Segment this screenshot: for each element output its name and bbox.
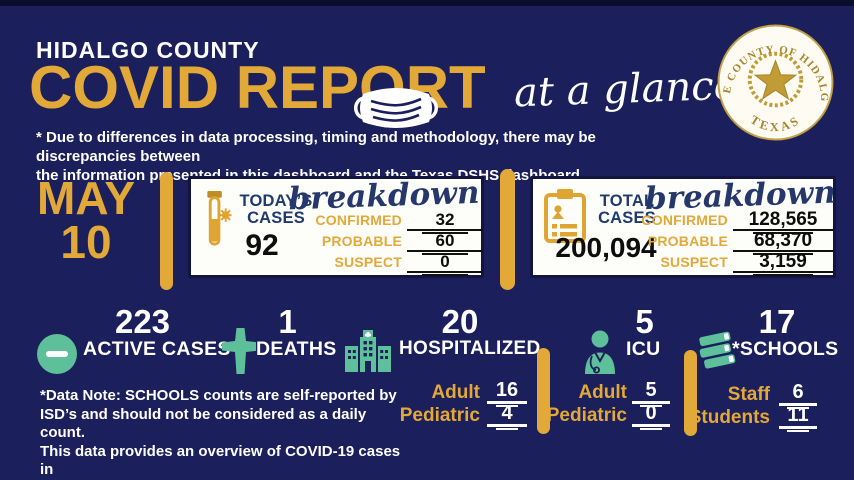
breakdown-row: CONFIRMED 128,565: [635, 210, 833, 234]
total-cases-total: 200,094: [555, 232, 657, 263]
active-cases-label: ACTIVE CASES: [83, 338, 231, 360]
divider-hospitalized-icu: [537, 348, 550, 434]
icu-label: ICU: [626, 338, 661, 360]
total-breakdown-rows: CONFIRMED 128,565 PROBABLE 68,370 SUSPEC…: [635, 210, 833, 276]
books-stack-icon: [697, 329, 739, 373]
data-note: *Data Note: SCHOOLS counts are self-repo…: [40, 387, 408, 480]
doctor-icon: [582, 329, 618, 374]
county-seal: THE COUNTY OF HIDALGO TEXAS: [711, 14, 835, 142]
divider-cards: [500, 169, 515, 290]
active-cases-value: 223: [114, 303, 171, 340]
seal-bottom-text: TEXAS: [748, 113, 801, 135]
deaths-value: 1: [278, 303, 297, 340]
face-mask-icon: [350, 83, 442, 133]
hospitalized-adult-label: Adult: [431, 382, 480, 403]
disclaimer-line-1: * Due to differences in data processing,…: [36, 129, 596, 165]
hospitalized-adult-value: 16: [487, 379, 527, 407]
todays-cases-card: TODAY’S CASES 92 breakdown CONFIRMED 32 …: [188, 175, 484, 278]
breakdown-row: SUSPECT 0: [283, 252, 483, 276]
total-cases-label: TOTAL CASES: [598, 192, 656, 227]
schools-students-label: Students: [688, 407, 770, 428]
svg-text:TEXAS: TEXAS: [748, 113, 803, 135]
cross-icon: [222, 328, 259, 374]
schools-value: 17: [758, 303, 796, 340]
icu-value: 5: [635, 303, 654, 340]
icu-pediatric-label: Pediatric: [546, 405, 627, 426]
breakdown-row: SUSPECT 3,159: [635, 252, 833, 276]
deaths-label: DEATHS: [256, 338, 337, 360]
hospitalized-value: 20: [441, 303, 479, 340]
schools-staff-label: Staff: [727, 384, 770, 405]
breakdown-row: PROBABLE 68,370: [635, 231, 833, 255]
schools-label: *SCHOOLS: [732, 338, 839, 360]
minus-circle-icon: [37, 334, 77, 374]
todays-cases-label: TODAY’S CASES: [239, 192, 313, 227]
data-note-line-2: ISD’s and should not be considered as a …: [40, 405, 367, 442]
todays-cases-total: 92: [245, 229, 279, 262]
todays-breakdown-rows: CONFIRMED 32 PROBABLE 60 SUSPECT 0: [283, 210, 483, 276]
hospitalized-label: HOSPITALIZED: [399, 338, 541, 359]
data-note-line-3: This data provides an overview of COVID-…: [40, 442, 401, 479]
total-cases-card: TOTAL CASES 200,094 breakdown CONFIRMED …: [530, 175, 836, 278]
divider-icu-schools: [684, 350, 697, 436]
breakdown-row: CONFIRMED 32: [283, 210, 483, 234]
hospitalized-pediatric-value: 4: [487, 402, 527, 430]
hospital-icon: [344, 330, 392, 372]
icu-adult-value: 5: [632, 379, 670, 407]
report-day: 10: [60, 216, 112, 268]
icu-adult-label: Adult: [578, 382, 627, 403]
data-note-line-1: *Data Note: SCHOOLS counts are self-repo…: [40, 387, 397, 404]
report-date: MAY 10: [16, 172, 156, 268]
report-month: MAY: [37, 172, 135, 224]
top-border-strip: [0, 0, 854, 6]
county-name: HIDALGO COUNTY: [36, 37, 260, 63]
divider-date: [160, 172, 173, 290]
icu-pediatric-value: 0: [632, 402, 670, 430]
clipboard-icon: [543, 188, 587, 244]
schools-students-value: 11: [779, 404, 817, 432]
schools-staff-value: 6: [779, 381, 817, 409]
hospitalized-pediatric-label: Pediatric: [399, 405, 480, 426]
breakdown-row: PROBABLE 60: [283, 231, 483, 255]
test-tube-icon: [202, 190, 232, 248]
